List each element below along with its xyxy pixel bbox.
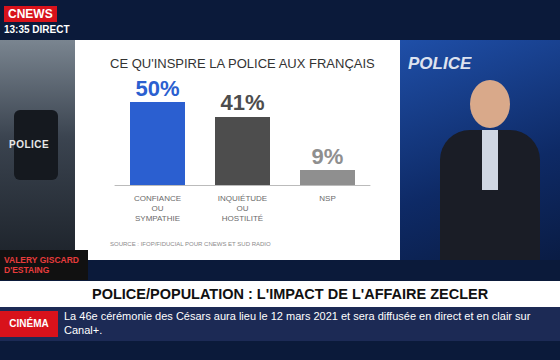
html-text:13:35 DIRECT: 13:35 DIRECT [4,24,70,35]
svg-text:NSP: NSP [319,194,335,203]
svg-text:CONFIANCE: CONFIANCE [134,194,181,203]
svg-text:HOSTILITÉ: HOSTILITÉ [222,214,263,223]
svg-text:CE QU'INSPIRE LA POLICE AUX FR: CE QU'INSPIRE LA POLICE AUX FRANÇAIS [110,56,375,71]
svg-text:50%: 50% [135,76,179,101]
html-text:CINÉMA: CINÉMA [9,318,49,329]
html-text:VALERY GISCARD D'ESTAING: VALERY GISCARD D'ESTAING [4,255,79,275]
svg-text:OU: OU [152,204,164,213]
html-text:La 46e cérémonie des Césars au: La 46e cérémonie des Césars aura lieu le… [64,310,531,336]
svg-text:OU: OU [237,204,249,213]
html-text:POLICE/POPULATION : L'IMPACT D: POLICE/POPULATION : L'IMPACT DE L'AFFAIR… [92,286,489,302]
svg-text:9%: 9% [312,144,344,169]
svg-text:SYMPATHIE: SYMPATHIE [135,214,180,223]
svg-text:41%: 41% [220,90,264,115]
svg-text:INQUIÉTUDE: INQUIÉTUDE [218,194,267,203]
html-text:POLICE: POLICE [408,54,472,73]
html-text:CNEWS: CNEWS [8,7,53,21]
svg-text:SOURCE : IFOP/FIDUCIAL POUR CN: SOURCE : IFOP/FIDUCIAL POUR CNEWS ET SUD… [110,241,271,247]
html-text:POLICE: POLICE [9,139,50,150]
